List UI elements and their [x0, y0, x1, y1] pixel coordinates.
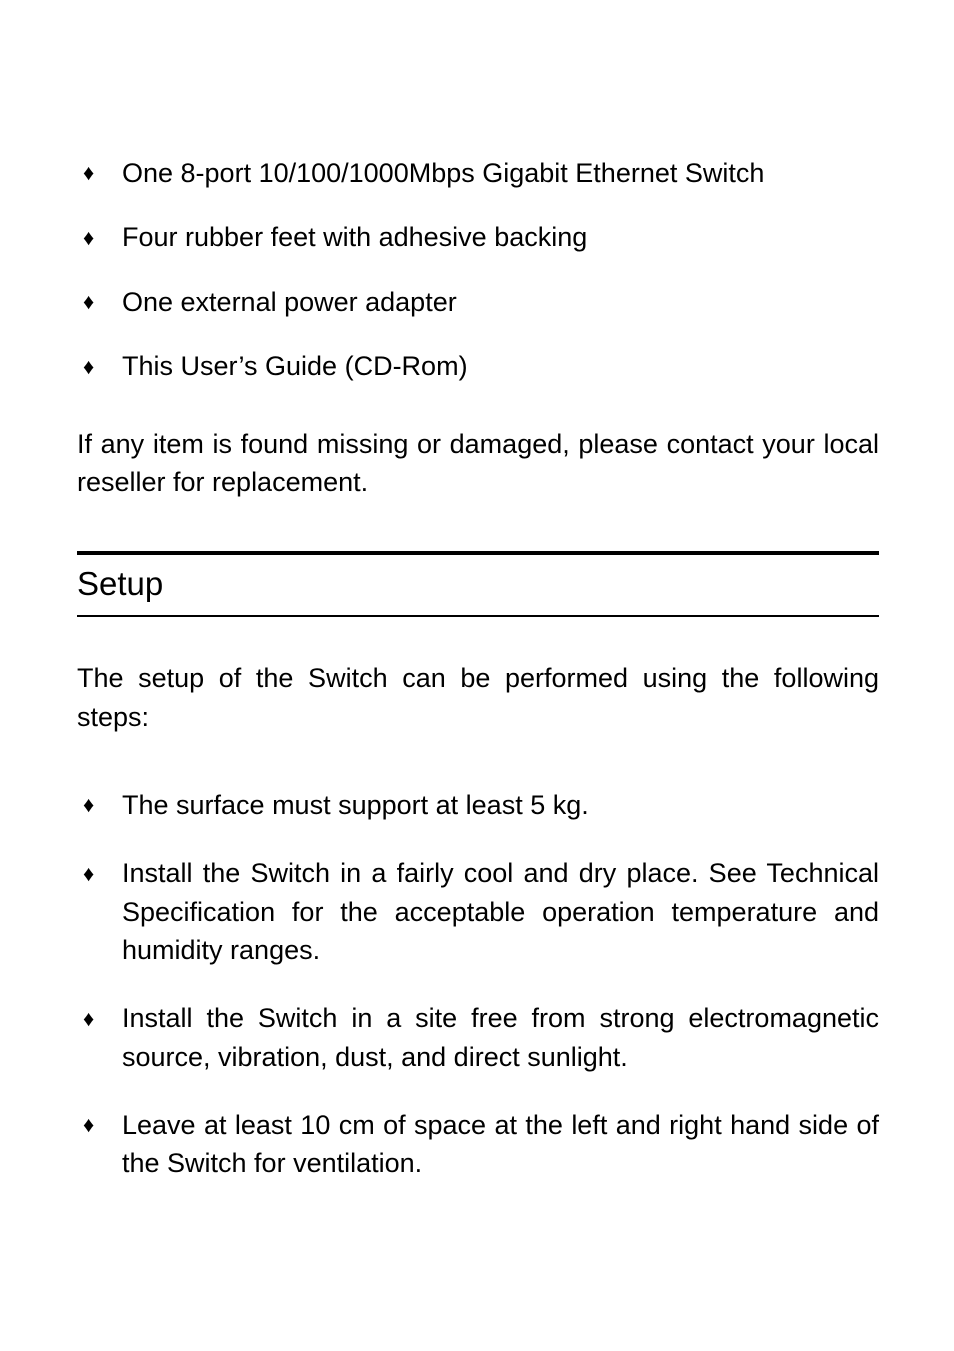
diamond-bullet-icon: ♦ [83, 1109, 94, 1140]
setup-heading: Setup [77, 565, 879, 603]
list-item-text: One 8-port 10/100/1000Mbps Gigabit Ether… [122, 158, 764, 188]
list-item: ♦ Install the Switch in a fairly cool an… [77, 854, 879, 969]
section-heading-container: Setup [77, 551, 879, 617]
diamond-bullet-icon: ♦ [83, 352, 94, 382]
list-item: ♦ One external power adapter [77, 284, 879, 320]
list-item: ♦ Leave at least 10 cm of space at the l… [77, 1106, 879, 1183]
diamond-bullet-icon: ♦ [83, 1003, 94, 1034]
diamond-bullet-icon: ♦ [83, 287, 94, 317]
list-item: ♦ Four rubber feet with adhesive backing [77, 219, 879, 255]
diamond-bullet-icon: ♦ [83, 158, 94, 188]
document-page: ♦ One 8-port 10/100/1000Mbps Gigabit Eth… [0, 0, 954, 1351]
list-item-text: Install the Switch in a fairly cool and … [122, 858, 879, 965]
list-item-text: The surface must support at least 5 kg. [122, 790, 589, 820]
diamond-bullet-icon: ♦ [83, 789, 94, 820]
list-item: ♦ Install the Switch in a site free from… [77, 999, 879, 1076]
package-contents-list: ♦ One 8-port 10/100/1000Mbps Gigabit Eth… [77, 155, 879, 385]
list-item-text: Four rubber feet with adhesive backing [122, 222, 587, 252]
list-item-text: Install the Switch in a site free from s… [122, 1003, 879, 1071]
diamond-bullet-icon: ♦ [83, 858, 94, 889]
setup-intro: The setup of the Switch can be performed… [77, 659, 879, 736]
list-item-text: This User’s Guide (CD-Rom) [122, 351, 468, 381]
setup-steps-list: ♦ The surface must support at least 5 kg… [77, 786, 879, 1183]
list-item-text: One external power adapter [122, 287, 457, 317]
diamond-bullet-icon: ♦ [83, 223, 94, 253]
package-contents-note: If any item is found missing or damaged,… [77, 425, 879, 502]
list-item: ♦ The surface must support at least 5 kg… [77, 786, 879, 824]
list-item: ♦ This User’s Guide (CD-Rom) [77, 348, 879, 384]
list-item-text: Leave at least 10 cm of space at the lef… [122, 1110, 879, 1178]
list-item: ♦ One 8-port 10/100/1000Mbps Gigabit Eth… [77, 155, 879, 191]
